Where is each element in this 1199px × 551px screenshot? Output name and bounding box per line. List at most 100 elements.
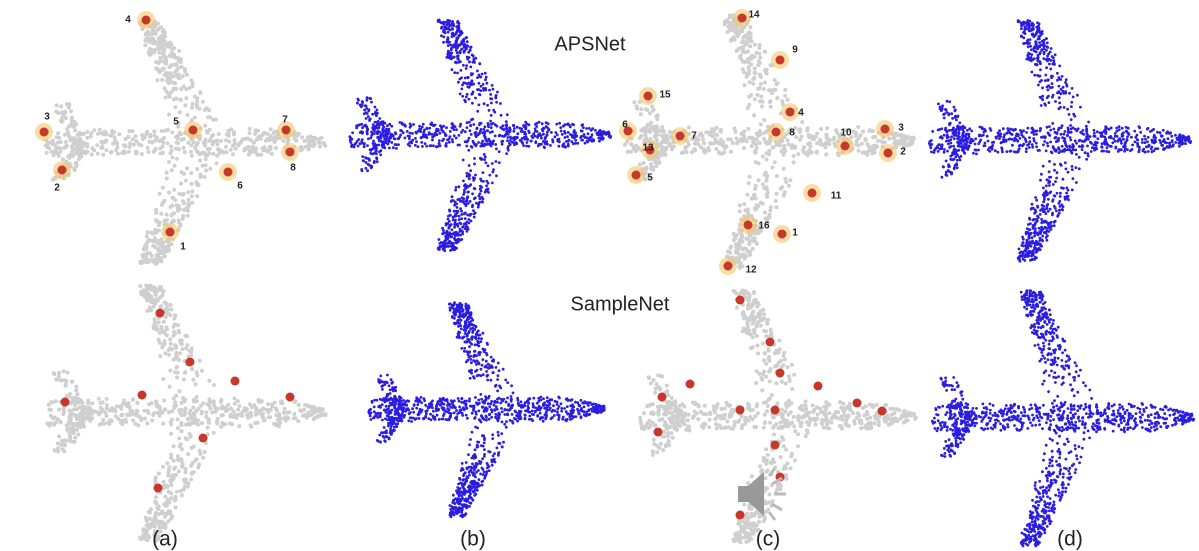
- point: [564, 136, 567, 139]
- point: [367, 137, 370, 140]
- point: [573, 134, 576, 137]
- point: [945, 140, 948, 143]
- point: [493, 111, 496, 114]
- point: [737, 47, 741, 51]
- point: [363, 112, 366, 115]
- point: [1130, 136, 1133, 139]
- point: [608, 135, 611, 138]
- point: [372, 123, 375, 126]
- point: [480, 128, 483, 131]
- point: [158, 146, 162, 150]
- point: [483, 153, 486, 156]
- point: [1034, 50, 1037, 53]
- point: [562, 142, 565, 145]
- point: [387, 132, 390, 135]
- point: [1045, 66, 1048, 69]
- point: [307, 140, 311, 144]
- point: [385, 140, 388, 143]
- point: [233, 142, 237, 146]
- point: [576, 142, 579, 145]
- point: [269, 127, 273, 131]
- point: [210, 134, 214, 138]
- point: [486, 129, 489, 132]
- point: [373, 160, 376, 163]
- point: [419, 130, 422, 133]
- point: [954, 164, 957, 167]
- point: [832, 142, 836, 146]
- point: [1047, 210, 1050, 213]
- point: [177, 220, 181, 224]
- point: [1118, 125, 1121, 128]
- point: [196, 151, 200, 155]
- point: [489, 131, 492, 134]
- point: [139, 143, 143, 147]
- point: [937, 129, 940, 132]
- point: [762, 87, 766, 91]
- point: [478, 192, 481, 195]
- point: [1048, 125, 1051, 128]
- point: [1093, 129, 1096, 132]
- point: [1114, 146, 1117, 149]
- point: [1011, 144, 1014, 147]
- point: [1036, 63, 1039, 66]
- point: [1036, 30, 1039, 33]
- point: [941, 143, 944, 146]
- point: [163, 254, 167, 258]
- point: [998, 129, 1001, 132]
- point: [395, 147, 398, 150]
- point: [1139, 131, 1142, 134]
- point: [439, 124, 442, 127]
- point: [750, 144, 754, 148]
- point: [237, 404, 241, 408]
- point: [1153, 139, 1156, 142]
- point: [457, 58, 460, 61]
- point: [1068, 113, 1071, 116]
- point: [581, 123, 584, 126]
- point: [1033, 74, 1036, 77]
- point: [432, 144, 435, 147]
- point: [952, 151, 955, 154]
- point: [528, 145, 531, 148]
- point: [215, 161, 219, 165]
- point-cloud: [46, 284, 328, 543]
- point: [420, 136, 423, 139]
- point: [1052, 183, 1055, 186]
- point: [1038, 227, 1041, 230]
- point: [570, 140, 573, 143]
- point: [471, 118, 474, 121]
- point: [206, 147, 210, 151]
- point: [1024, 42, 1027, 45]
- point: [1028, 146, 1031, 149]
- point: [478, 93, 481, 96]
- point: [792, 154, 796, 158]
- point: [1117, 140, 1120, 143]
- point: [952, 127, 955, 130]
- point: [745, 139, 749, 143]
- point: [437, 129, 440, 132]
- point: [451, 228, 454, 231]
- point: [943, 148, 946, 151]
- point: [174, 147, 178, 151]
- point: [71, 120, 75, 124]
- point: [1041, 40, 1044, 43]
- point: [463, 38, 466, 41]
- point: [160, 68, 164, 72]
- point: [384, 122, 387, 125]
- point: [481, 73, 484, 76]
- point: [489, 120, 492, 123]
- point: [215, 420, 219, 424]
- point: [449, 214, 452, 217]
- point: [680, 151, 684, 155]
- point: [484, 72, 487, 75]
- point: [1071, 189, 1074, 192]
- point: [167, 191, 171, 195]
- point: [1075, 153, 1078, 156]
- point: [930, 139, 933, 142]
- point: [526, 141, 529, 144]
- point: [483, 142, 486, 145]
- point: [756, 87, 760, 91]
- point: [454, 213, 457, 216]
- point: [1071, 168, 1074, 171]
- point: [465, 48, 468, 51]
- point: [938, 143, 941, 146]
